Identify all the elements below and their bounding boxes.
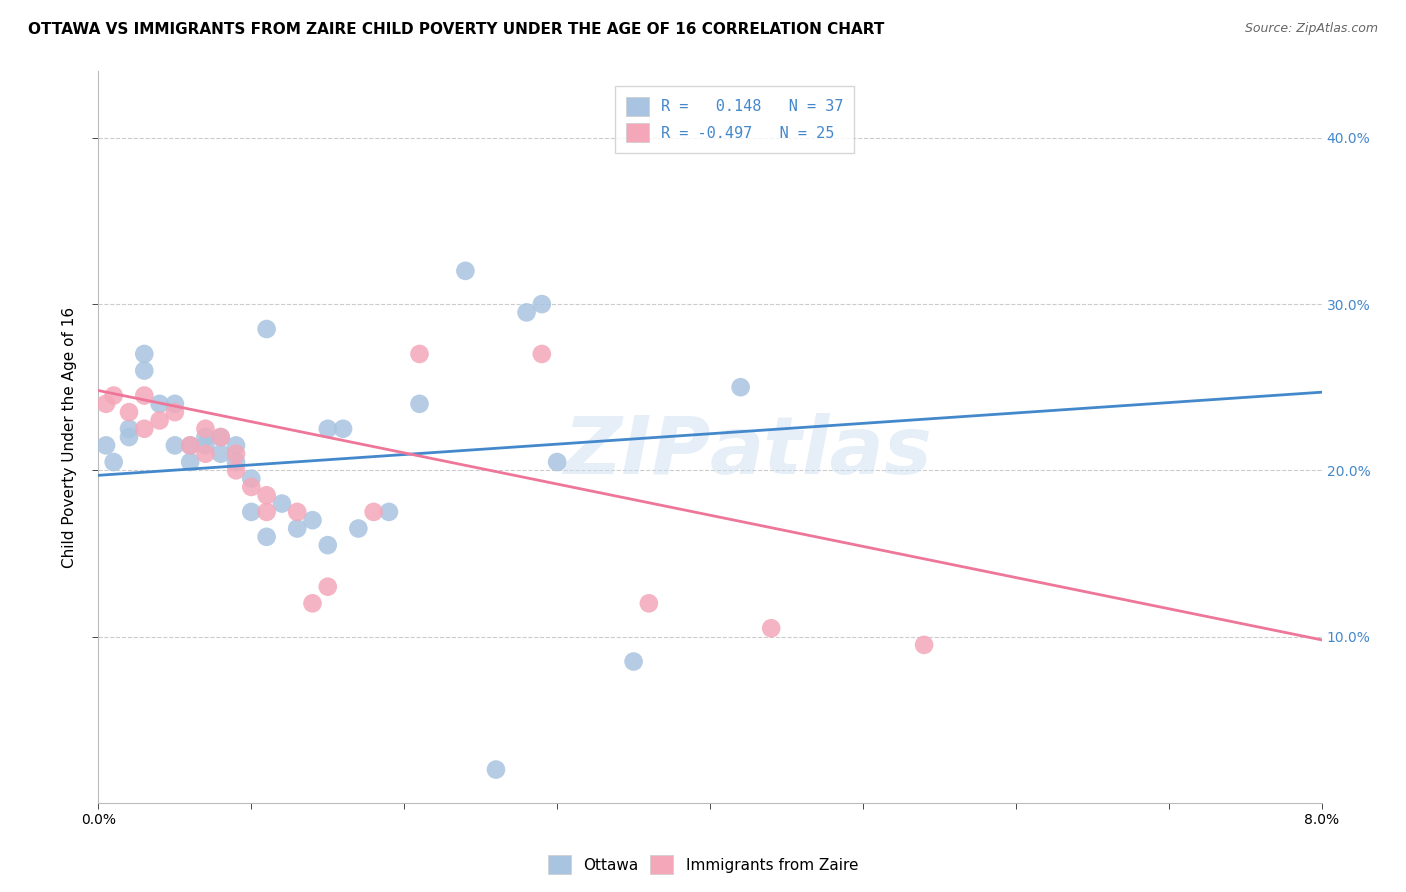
Point bbox=[256, 488, 278, 502]
Point bbox=[103, 455, 125, 469]
Point bbox=[163, 405, 186, 419]
Legend: Ottawa, Immigrants from Zaire: Ottawa, Immigrants from Zaire bbox=[541, 849, 865, 880]
Point bbox=[270, 497, 294, 511]
Point bbox=[194, 422, 217, 436]
Point bbox=[225, 455, 247, 469]
Point bbox=[332, 422, 354, 436]
Point bbox=[301, 596, 323, 610]
Point bbox=[179, 438, 201, 452]
Y-axis label: Child Poverty Under the Age of 16: Child Poverty Under the Age of 16 bbox=[62, 307, 77, 567]
Point bbox=[134, 422, 156, 436]
Point bbox=[637, 596, 661, 610]
Point bbox=[378, 505, 401, 519]
Point bbox=[240, 505, 263, 519]
Point bbox=[912, 638, 935, 652]
Point bbox=[194, 438, 217, 452]
Point bbox=[163, 438, 186, 452]
Point bbox=[285, 505, 308, 519]
Point bbox=[225, 463, 247, 477]
Point bbox=[179, 438, 201, 452]
Point bbox=[256, 322, 278, 336]
Point bbox=[730, 380, 752, 394]
Text: ZIP: ZIP bbox=[562, 413, 710, 491]
Point bbox=[134, 388, 156, 402]
Point bbox=[546, 455, 568, 469]
Point bbox=[316, 538, 339, 552]
Point bbox=[103, 388, 125, 402]
Point bbox=[301, 513, 323, 527]
Point bbox=[363, 505, 385, 519]
Point bbox=[163, 397, 186, 411]
Point bbox=[256, 530, 278, 544]
Point bbox=[623, 655, 645, 669]
Point bbox=[94, 397, 117, 411]
Point bbox=[209, 430, 232, 444]
Point bbox=[209, 447, 232, 461]
Point bbox=[225, 438, 247, 452]
Point bbox=[316, 422, 339, 436]
Point bbox=[118, 422, 141, 436]
Text: OTTAWA VS IMMIGRANTS FROM ZAIRE CHILD POVERTY UNDER THE AGE OF 16 CORRELATION CH: OTTAWA VS IMMIGRANTS FROM ZAIRE CHILD PO… bbox=[28, 22, 884, 37]
Point bbox=[285, 521, 308, 535]
Point bbox=[454, 264, 477, 278]
Text: atlas: atlas bbox=[710, 413, 932, 491]
Point bbox=[118, 430, 141, 444]
Point bbox=[240, 472, 263, 486]
Point bbox=[209, 430, 232, 444]
Point bbox=[194, 430, 217, 444]
Point bbox=[179, 455, 201, 469]
Legend: R =   0.148   N = 37, R = -0.497   N = 25: R = 0.148 N = 37, R = -0.497 N = 25 bbox=[614, 87, 853, 153]
Point bbox=[225, 447, 247, 461]
Point bbox=[240, 480, 263, 494]
Point bbox=[134, 363, 156, 377]
Point bbox=[408, 347, 430, 361]
Point bbox=[759, 621, 782, 635]
Point bbox=[256, 505, 278, 519]
Point bbox=[530, 347, 553, 361]
Point bbox=[94, 438, 117, 452]
Point bbox=[316, 580, 339, 594]
Point bbox=[194, 447, 217, 461]
Point bbox=[347, 521, 370, 535]
Point bbox=[134, 347, 156, 361]
Point bbox=[118, 405, 141, 419]
Point bbox=[516, 305, 538, 319]
Text: Source: ZipAtlas.com: Source: ZipAtlas.com bbox=[1244, 22, 1378, 36]
Point bbox=[530, 297, 553, 311]
Point bbox=[149, 413, 172, 427]
Point bbox=[149, 397, 172, 411]
Point bbox=[408, 397, 430, 411]
Point bbox=[485, 763, 508, 777]
